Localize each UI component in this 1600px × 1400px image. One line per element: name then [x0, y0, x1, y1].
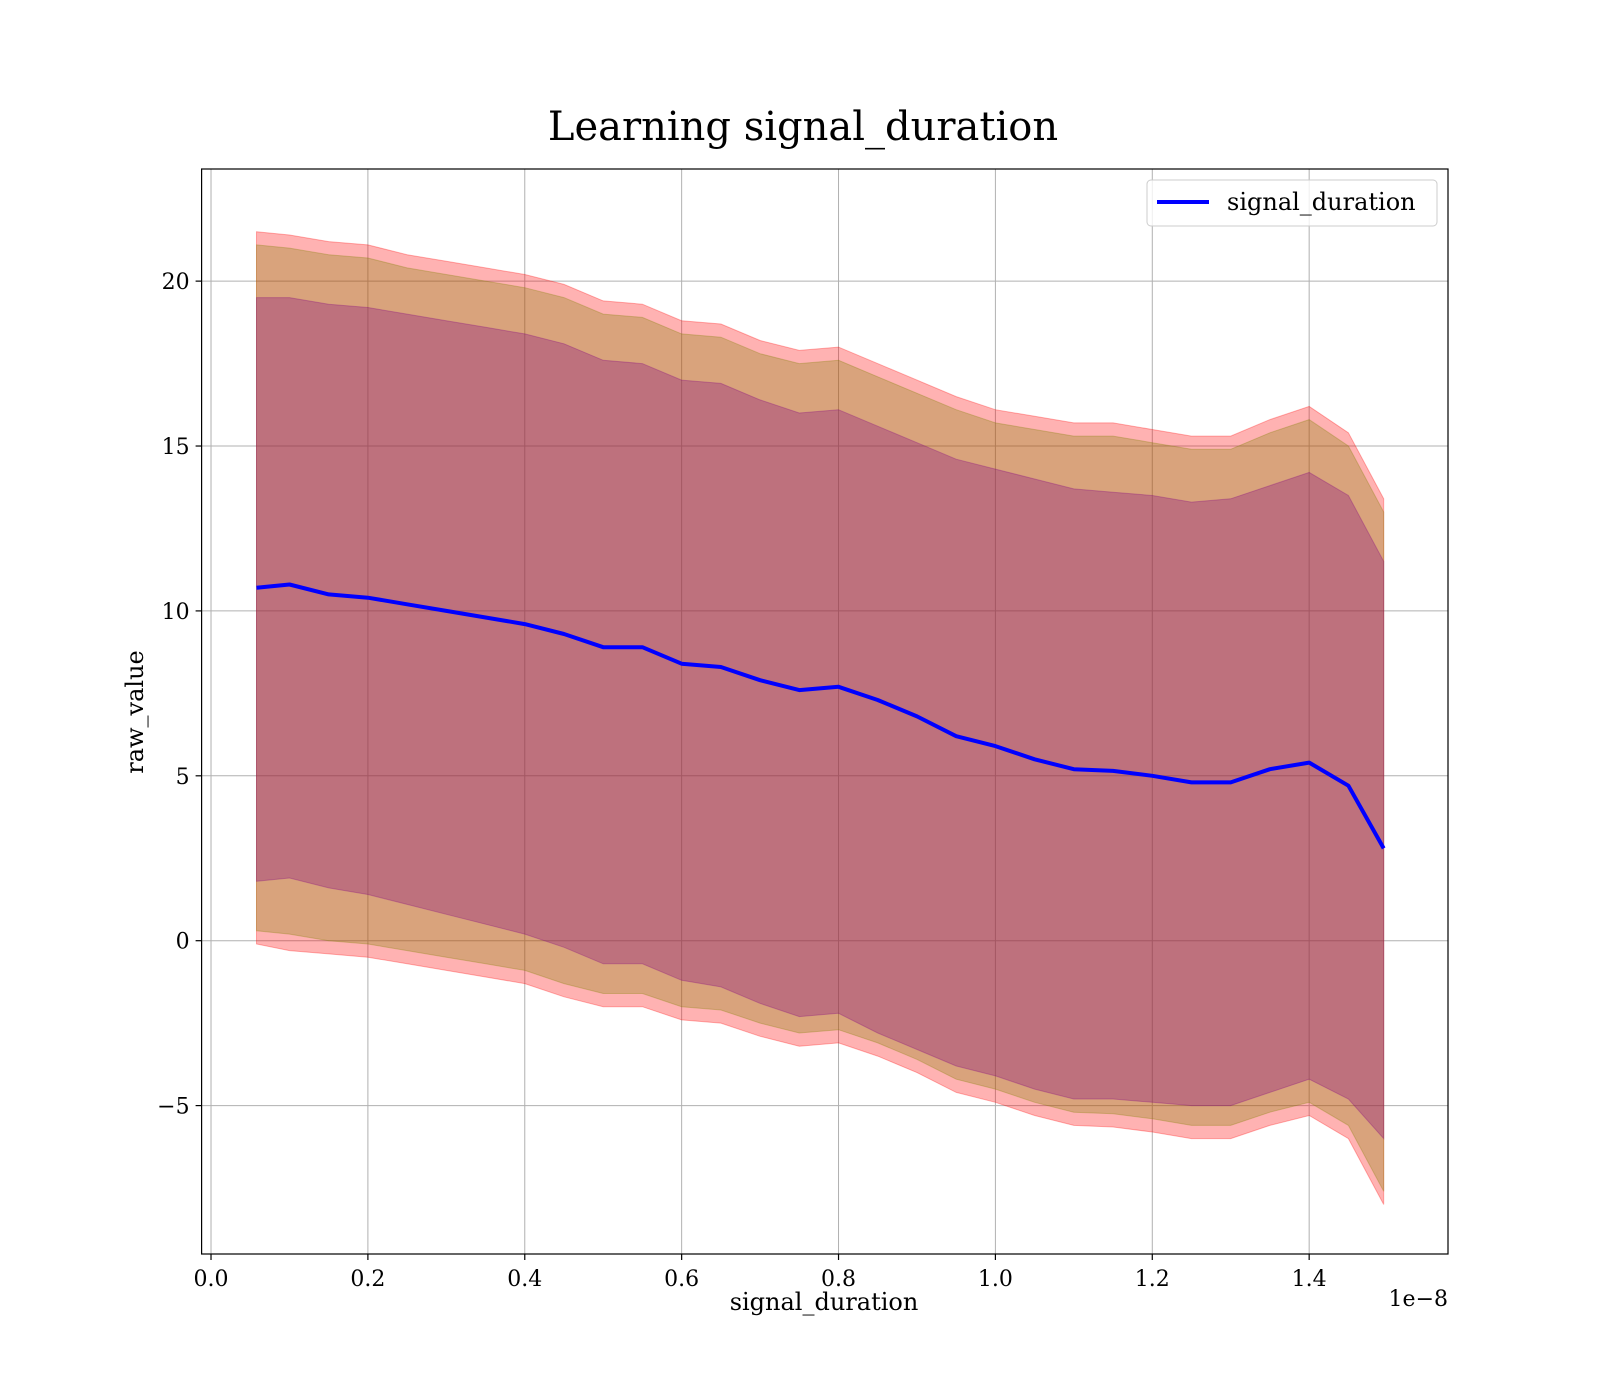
y-tick-label: −5: [157, 1095, 189, 1120]
x-tick-label: 0.4: [507, 1267, 542, 1292]
y-axis-label: raw_value: [121, 650, 149, 774]
y-tick-label: 15: [162, 435, 190, 460]
band-1: [256, 244, 1385, 1192]
x-offset-label: 1e−8: [1389, 1287, 1448, 1312]
series-line-0: [256, 582, 1386, 850]
y-tick-label: 0: [176, 930, 190, 955]
legend: signal_duration: [1146, 179, 1438, 227]
legend-label: signal_duration: [1227, 188, 1416, 216]
x-axis-label: signal_duration: [730, 1288, 919, 1316]
x-tick-label: 0.6: [664, 1267, 699, 1292]
x-tick-label: 1.2: [1135, 1267, 1170, 1292]
y-tick-label: 10: [162, 600, 190, 625]
y-tick-label: 20: [162, 270, 190, 295]
confidence-bands: [256, 231, 1385, 1205]
y-tick-label: 5: [176, 765, 190, 790]
legend-box: [1146, 179, 1438, 227]
x-tick-label: 1.4: [1292, 1267, 1327, 1292]
ticks: 0.0 0.2 0.4 0.6 0.8 1.0 1.2 1.4 −5 0 5 10 15 20: [157, 270, 1327, 1292]
chart-title: Learning signal_duration: [548, 104, 1058, 150]
plot-frame: [201, 168, 1449, 1255]
x-tick-label: 0.8: [821, 1267, 856, 1292]
band-0: [256, 231, 1385, 1205]
grid: [201, 169, 1448, 1254]
x-tick-label: 0.0: [194, 1267, 229, 1292]
series-lines: [256, 582, 1386, 850]
x-tick-label: 1.0: [978, 1267, 1013, 1292]
x-tick-label: 0.2: [350, 1267, 385, 1292]
band-2: [256, 297, 1385, 1140]
